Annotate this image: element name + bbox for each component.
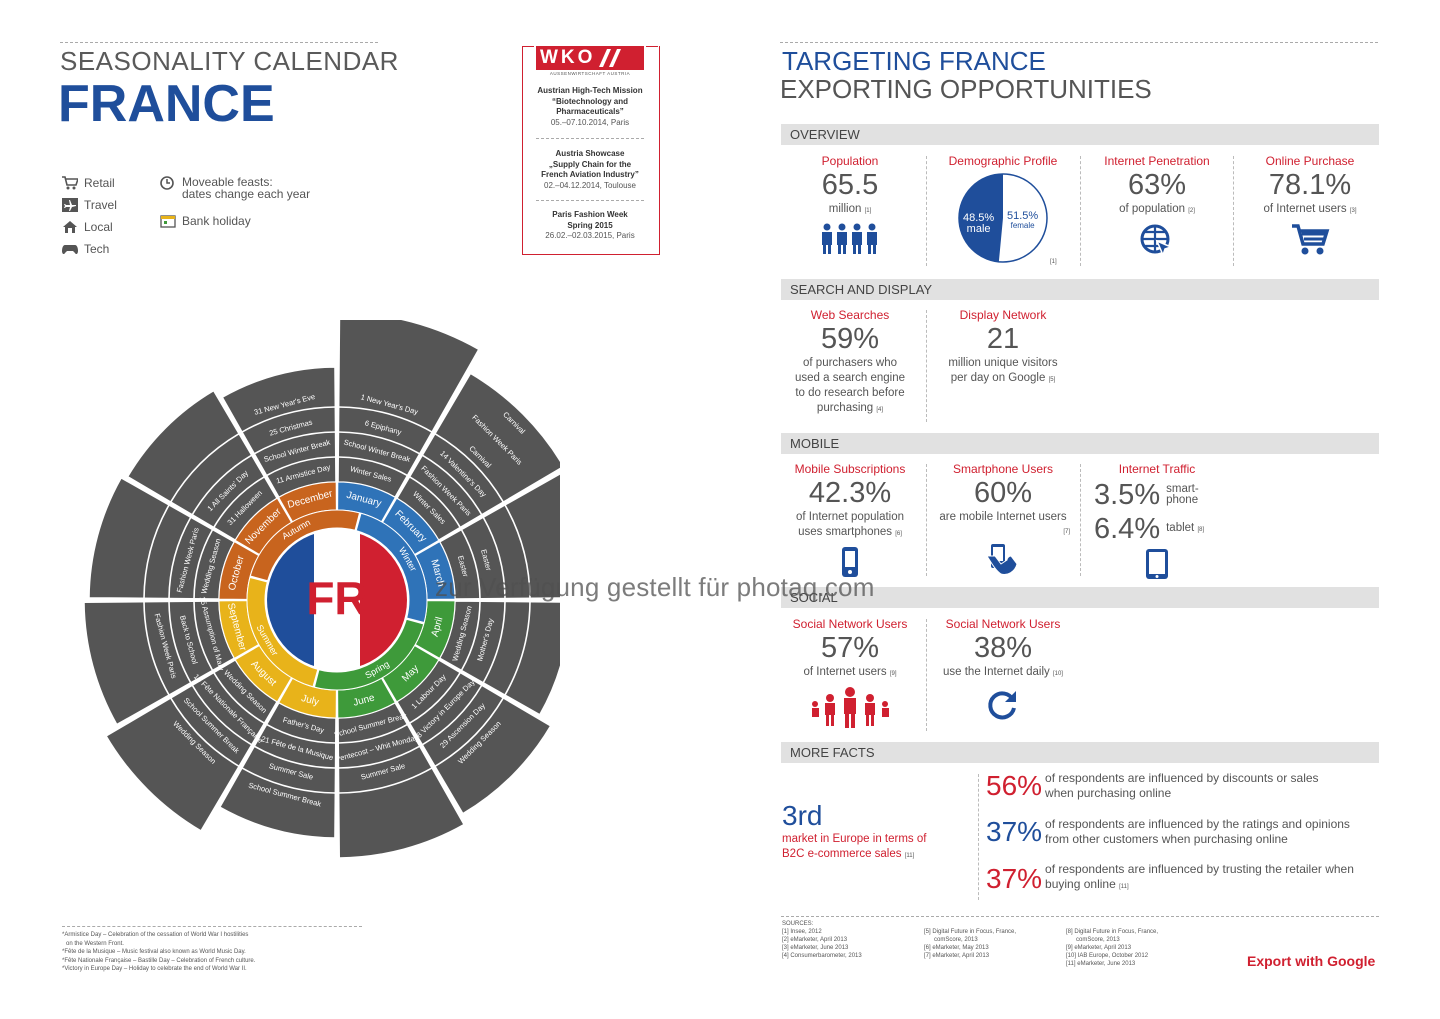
right-title-1: TARGETING FRANCE (782, 46, 1046, 76)
pie-male-label: 48.5% male (963, 212, 995, 235)
house-icon (63, 221, 77, 233)
legend-local: Local (62, 220, 117, 234)
sep-mf (978, 774, 979, 900)
stat-mobile-subscriptions: Mobile Subscriptions 42.3% of Internet p… (781, 462, 919, 583)
center-label: FR (306, 572, 367, 624)
legend-right: Moveable feasts: dates change each year … (160, 176, 310, 228)
section-overview: OVERVIEW (781, 124, 1379, 145)
season-segment (249, 509, 361, 582)
stat-purchase: Online Purchase 78.1% of Internet users … (1235, 154, 1385, 262)
sep-so1 (926, 619, 927, 731)
stat-penetration: Internet Penetration 63% of population [… (1082, 154, 1232, 264)
export-with-google-link[interactable]: Export with Google (1247, 953, 1376, 969)
wko-event-2: Austria Showcase „Supply Chain for the F… (541, 149, 639, 190)
calendar-icon (160, 215, 176, 228)
wko-divider-1 (536, 138, 644, 139)
wko-divider-2 (536, 200, 644, 201)
season-segment (313, 618, 425, 691)
country-title: FRANCE (58, 75, 275, 133)
fact-row-3: 37% of respondents are influenced by tru… (986, 862, 1354, 894)
demographic-pie (958, 173, 1048, 263)
legend-moveable: Moveable feasts: dates change each year (160, 176, 310, 200)
stat-social-users: Social Network Users 57% of Internet use… (781, 617, 919, 735)
season-segment (246, 576, 319, 688)
stat-smartphone-users: Smartphone Users 60% are mobile Internet… (928, 462, 1078, 581)
wko-logo-mark (599, 49, 622, 67)
fact-rank: 3rd market in Europe in terms of B2C e-c… (782, 800, 927, 860)
right-title-rule (780, 42, 1378, 43)
pie-male-slice (959, 174, 1003, 262)
section-more-facts: MORE FACTS (781, 742, 1379, 763)
section-social: SOCIAL (781, 587, 1379, 608)
fact-row-2: 37% of respondents are influenced by the… (986, 816, 1350, 847)
sep-m2 (1080, 464, 1081, 576)
sep-o2 (1080, 156, 1081, 266)
legend-left: Retail Travel Local Tech (62, 176, 117, 256)
tablet-icon (1146, 549, 1168, 579)
pie-ref: [1] (1050, 259, 1057, 265)
stat-internet-traffic: Internet Traffic 3.5% smart-phone 6.4% t… (1082, 462, 1232, 585)
pie-female-label: 51.5% female (1007, 210, 1039, 231)
legend-travel: Travel (62, 198, 117, 212)
wko-corner-right (646, 46, 658, 47)
sources-col-2: [5] Digital Future in Focus, France, com… (924, 929, 1017, 959)
phone-icon (842, 547, 858, 577)
wko-box (522, 46, 660, 255)
right-title-2: EXPORTING OPPORTUNITIES (780, 74, 1152, 104)
legend-bank-holiday: Bank holiday (160, 214, 310, 228)
wko-corner-left (522, 46, 534, 47)
people-icon (822, 223, 877, 254)
plane-icon (62, 198, 78, 212)
flag-white (314, 530, 360, 670)
stat-display-network: Display Network 21 million unique visito… (948, 308, 1058, 384)
section-mobile: MOBILE (781, 433, 1379, 454)
wko-event-1: Austrian High-Tech Mission “Biotechnolog… (537, 86, 643, 127)
sep-o1 (926, 156, 927, 266)
sources-rule (781, 916, 1379, 917)
legend-retail: Retail (62, 176, 117, 190)
cart-icon (1292, 224, 1330, 255)
watermark: zur Verfügung gestellt für photaq.com (435, 572, 875, 602)
sep-m1 (926, 464, 927, 576)
month-label: July (300, 693, 320, 708)
stat-demographic: Demographic Profile (928, 154, 1078, 271)
gamepad-icon (62, 245, 78, 255)
clock-icon (160, 176, 174, 190)
seasonality-wheel: JanuaryFebruaryMarchAprilMayJuneJulyAugu… (83, 320, 560, 859)
sources-col-3: [8] Digital Future in Focus, France, com… (1066, 929, 1159, 967)
fact-row-1: 56% of respondents are influenced by dis… (986, 770, 1319, 801)
season-segment (355, 512, 428, 624)
sep-o3 (1233, 156, 1234, 266)
stat-population: Population 65.5 million [1] (781, 154, 919, 260)
social-network-icon (812, 687, 889, 728)
title-rule (60, 42, 378, 43)
stat-web-searches: Web Searches 59% of purchasers who used … (795, 308, 905, 414)
footnotes: *Armistice Day – Celebration of the cess… (62, 926, 362, 974)
section-search-display: SEARCH AND DISPLAY (781, 279, 1379, 300)
wko-logo-sub: AUSSENWIRTSCHAFT AUSTRIA (549, 71, 631, 76)
calendar-title: SEASONALITY CALENDAR (60, 46, 399, 76)
cart-icon (62, 176, 78, 190)
globe-cursor-icon (1140, 224, 1174, 258)
refresh-icon (988, 691, 1016, 720)
legend-tech: Tech (62, 242, 117, 256)
wko-logo: WKO (536, 46, 644, 70)
hand-phone-icon (986, 544, 1018, 575)
sources-col-1: SOURCES: [1] Insee, 2012 [2] eMarketer, … (782, 921, 862, 959)
stat-social-daily: Social Network Users 38% use the Interne… (928, 617, 1078, 727)
sep-s1 (926, 310, 927, 422)
month-label: April (430, 616, 446, 638)
wko-event-3: Paris Fashion Week Spring 2015 26.02.–02… (545, 210, 635, 240)
